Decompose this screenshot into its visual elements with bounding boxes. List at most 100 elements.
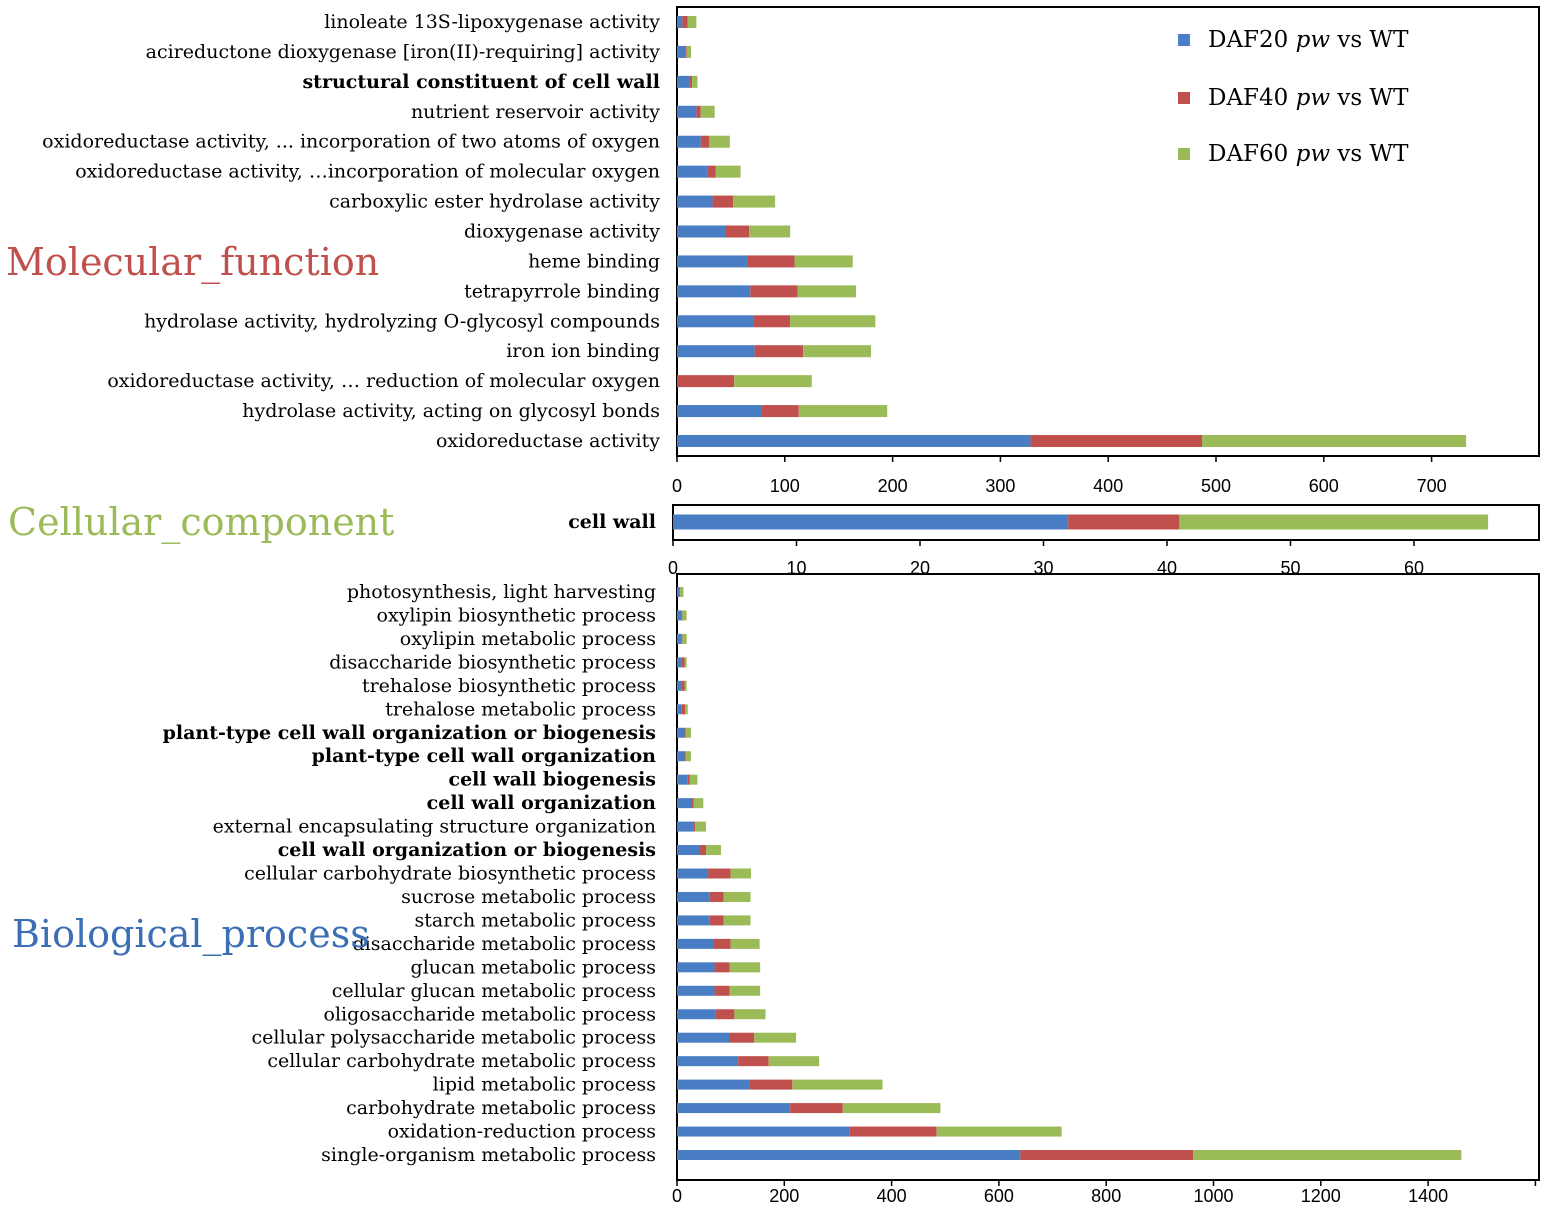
- molecular-function-bar-daf60: [798, 405, 888, 418]
- biological-process-row: oxylipin metabolic process: [400, 628, 687, 650]
- biological-process-bar-daf60: [684, 680, 687, 691]
- biological-process-bar-daf60: [723, 915, 751, 926]
- molecular-function-bar-daf60: [715, 165, 741, 178]
- biological-process-row: cellular glucan metabolic process: [332, 980, 761, 1002]
- biological-process-bar-daf20: [677, 821, 694, 832]
- molecular-function-xtick-label: 0: [672, 476, 682, 496]
- biological-process-bar-daf20: [677, 680, 682, 691]
- biological-process-bar-daf60: [695, 821, 706, 832]
- molecular-function-bar-daf60: [686, 45, 692, 58]
- biological-process-bar-daf40: [708, 868, 731, 879]
- biological-process-bar-daf40: [693, 821, 696, 832]
- molecular-function-category-label: linoleate 13S-lipoxygenase activity: [324, 11, 660, 33]
- molecular-function-row: oxidoreductase activity: [436, 430, 1467, 452]
- molecular-function-category-label: hydrolase activity, hydrolyzing O-glycos…: [144, 310, 660, 332]
- molecular-function-bar-daf40: [696, 105, 701, 118]
- molecular-function-xtick-label: 100: [770, 476, 800, 496]
- biological-process-bar-daf40: [729, 1032, 755, 1043]
- biological-process-bar-daf40: [681, 633, 683, 644]
- molecular-function-bar-daf20: [677, 45, 686, 58]
- molecular-function-bar-daf60: [1201, 435, 1467, 447]
- biological-process-bar-daf20: [677, 845, 700, 856]
- molecular-function-xtick-label: 400: [1093, 476, 1123, 496]
- biological-process-bar-daf20: [677, 774, 688, 785]
- biological-process-xtick-label: 600: [984, 1186, 1014, 1206]
- molecular-function-bar-daf40: [750, 285, 798, 298]
- legend-swatch-daf60: [1178, 148, 1190, 160]
- biological-process-bar-daf40: [1020, 1150, 1194, 1160]
- molecular-function-bar-daf40: [725, 225, 750, 238]
- molecular-function-bar-daf40: [754, 345, 804, 358]
- molecular-function-row: hydrolase activity, acting on glycosyl b…: [242, 400, 888, 422]
- legend: DAF20 pw vs WT DAF40 pw vs WT DAF60 pw v…: [1178, 27, 1409, 167]
- molecular-function-bar-daf60: [794, 255, 853, 268]
- biological-process-category-label: cell wall organization or biogenesis: [278, 839, 656, 861]
- biological-process-category-label: oxidation-reduction process: [388, 1121, 656, 1143]
- biological-process-row: trehalose biosynthetic process: [362, 675, 687, 697]
- legend-label-daf60-italic: pw: [1296, 141, 1331, 167]
- biological-process-row: photosynthesis, light harvesting: [347, 581, 684, 603]
- molecular-function-category-label: tetrapyrrole binding: [464, 280, 660, 302]
- biological-process-bar-daf20: [677, 704, 682, 715]
- biological-process-xtick-label: 200: [769, 1186, 799, 1206]
- biological-process-bar-daf40: [681, 657, 685, 668]
- biological-process-category-label: cell wall biogenesis: [449, 769, 657, 791]
- biological-process-row: carbohydrate metabolic process: [346, 1097, 941, 1119]
- molecular-function-bar-daf60: [734, 375, 812, 388]
- biological-process-bar-daf20: [677, 657, 682, 668]
- biological-process-bar-daf20: [677, 798, 692, 809]
- biological-process-category-label: carbohydrate metabolic process: [346, 1097, 656, 1119]
- molecular-function-bar-daf60: [733, 195, 776, 208]
- molecular-function-bar-daf40: [685, 45, 687, 58]
- biological-process-row: cell wall organization: [427, 792, 704, 814]
- biological-process-bar-daf60: [693, 798, 704, 809]
- molecular-function-bar-daf20: [677, 405, 762, 418]
- molecular-function-category-label: heme binding: [528, 250, 660, 272]
- molecular-function-bar-daf40: [747, 255, 795, 268]
- biological-process-bar-daf60: [705, 845, 721, 856]
- biological-process-bar-daf40: [713, 938, 731, 949]
- molecular-function-panel: 0 100 200 300 400 500 600 700 linoleate 13S-lipo…: [6, 6, 1540, 496]
- molecular-function-row: carboxylic ester hydrolase activity: [329, 191, 776, 213]
- biological-process-row: lipid metabolic process: [433, 1074, 883, 1096]
- molecular-function-row: heme binding: [528, 250, 853, 272]
- molecular-function-bar-daf40: [682, 16, 688, 28]
- biological-process-bar-daf40: [679, 587, 681, 597]
- biological-process-row: trehalose metabolic process: [385, 698, 688, 720]
- cellular-component-xtick-label: 0: [668, 558, 678, 578]
- molecular-function-bar-daf60: [749, 225, 791, 238]
- biological-process-bar-daf20: [677, 1103, 791, 1114]
- cellular-component-category-label: cell wall: [568, 511, 656, 533]
- biological-process-bar-daf60: [842, 1103, 941, 1114]
- biological-process-category-label: oligosaccharide metabolic process: [324, 1003, 656, 1025]
- molecular-function-bar-daf20: [677, 285, 751, 298]
- biological-process-bar-daf40: [699, 845, 706, 856]
- biological-process-bar-daf40: [738, 1056, 769, 1067]
- biological-process-row: oxidation-reduction process: [388, 1121, 1062, 1143]
- molecular-function-row: oxidoreductase activity, ... incorporati…: [42, 131, 730, 153]
- biological-process-category-label: plant-type cell wall organization: [312, 745, 657, 767]
- biological-process-bar-daf40: [715, 1009, 735, 1020]
- molecular-function-row: iron ion binding: [506, 340, 872, 362]
- molecular-function-xtick-label: 200: [878, 476, 908, 496]
- biological-process-xtick-label: 800: [1091, 1186, 1121, 1206]
- molecular-function-row: tetrapyrrole binding: [464, 280, 856, 302]
- molecular-function-bar-daf20: [677, 435, 1031, 447]
- molecular-function-bar-daf20: [677, 345, 755, 358]
- biological-process-bar-daf20: [677, 610, 682, 621]
- biological-process-bar-daf60: [730, 868, 752, 879]
- biological-process-xtick-label: 400: [877, 1186, 907, 1206]
- molecular-function-row: nutrient reservoir activity: [411, 101, 715, 123]
- biological-process-category-label: sucrose metabolic process: [401, 886, 656, 908]
- molecular-function-bar-daf40: [753, 315, 791, 328]
- biological-process-category-label: cellular glucan metabolic process: [332, 980, 656, 1002]
- biological-process-row: cellular polysaccharide metabolic proces…: [252, 1027, 797, 1049]
- biological-process-bar-daf60: [685, 704, 688, 715]
- biological-process-bar-daf40: [709, 891, 724, 902]
- legend-label-daf60-suffix: vs WT: [1336, 141, 1409, 167]
- biological-process-bar-daf60: [734, 1009, 766, 1020]
- molecular-function-bar-daf60: [709, 135, 730, 148]
- molecular-function-category-label: structural constituent of cell wall: [302, 71, 660, 93]
- molecular-function-row: acireductone dioxygenase [iron(II)-requi…: [146, 41, 692, 63]
- biological-process-category-label: external encapsulating structure organiz…: [213, 816, 656, 838]
